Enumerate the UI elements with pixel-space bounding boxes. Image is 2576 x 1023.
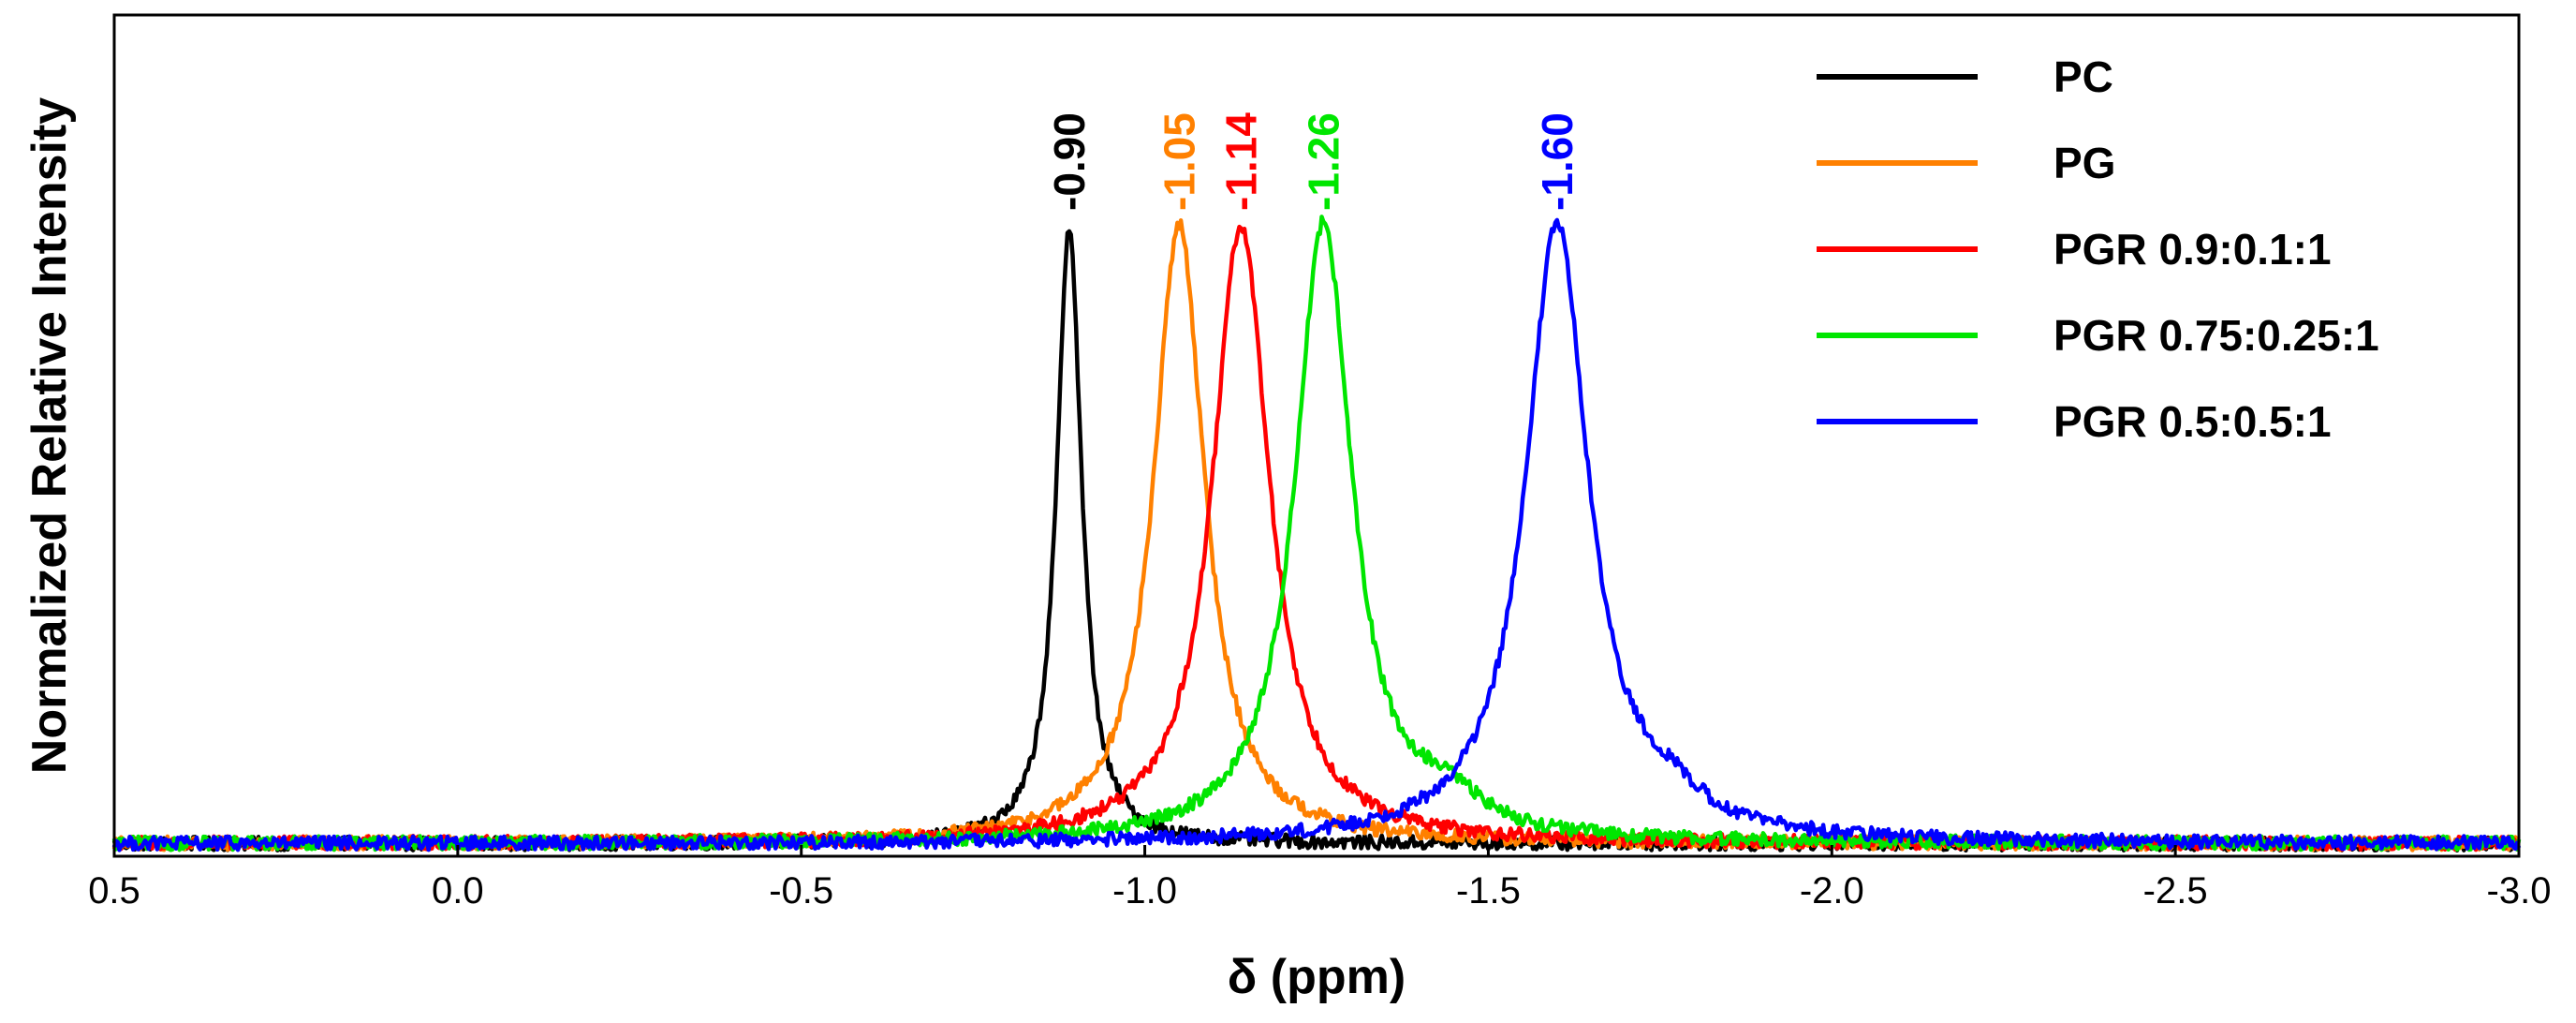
x-tick-label: -0.5 bbox=[769, 870, 833, 912]
peak-label-pc: -0.90 bbox=[1045, 112, 1094, 211]
legend: PC PG PGR 0.9:0.1:1 PGR 0.75:0.25:1 PGR 0.5:… bbox=[1817, 52, 2379, 446]
legend-label-pgr-0-5-0-5-1: PGR 0.5:0.5:1 bbox=[2053, 397, 2332, 446]
legend-label-pc: PC bbox=[2053, 52, 2113, 101]
legend-label-pgr-0-75-0-25-1: PGR 0.75:0.25:1 bbox=[2053, 311, 2379, 360]
series-layer bbox=[111, 215, 2522, 853]
peak-label-pgr-0-75-0-25-1: -1.26 bbox=[1299, 112, 1347, 211]
legend-label-pg: PG bbox=[2053, 139, 2115, 187]
plot-frame bbox=[112, 13, 2521, 858]
x-axis-ticks: 0.5 0.0 -0.5 -1.0 -1.5 -2.0 -2.5 -3.0 bbox=[88, 845, 2551, 912]
series-line-pgr-0-5-0-5-1 bbox=[111, 217, 2522, 852]
peak-labels: -0.90 -1.05 -1.14 -1.26 -1.60 bbox=[1045, 112, 1582, 211]
x-tick-label: 0.5 bbox=[88, 870, 140, 912]
x-tick-label: -1.0 bbox=[1112, 870, 1177, 912]
x-axis-title: δ (ppm) bbox=[1228, 950, 1406, 1004]
legend-label-pgr-0-9-0-1-1: PGR 0.9:0.1:1 bbox=[2053, 225, 2332, 274]
x-tick-label: -2.0 bbox=[1800, 870, 1864, 912]
x-tick-label: -3.0 bbox=[2487, 870, 2552, 912]
x-tick-label: -2.5 bbox=[2143, 870, 2208, 912]
peak-label-pgr-0-5-0-5-1: -1.60 bbox=[1533, 112, 1582, 211]
peak-label-pg: -1.05 bbox=[1155, 112, 1203, 211]
x-tick-label: -1.5 bbox=[1456, 870, 1521, 912]
peak-label-pgr-0-9-0-1-1: -1.14 bbox=[1216, 112, 1265, 211]
x-tick-label: 0.0 bbox=[432, 870, 484, 912]
y-axis-title: Normalized Relative Intensity bbox=[22, 97, 77, 775]
